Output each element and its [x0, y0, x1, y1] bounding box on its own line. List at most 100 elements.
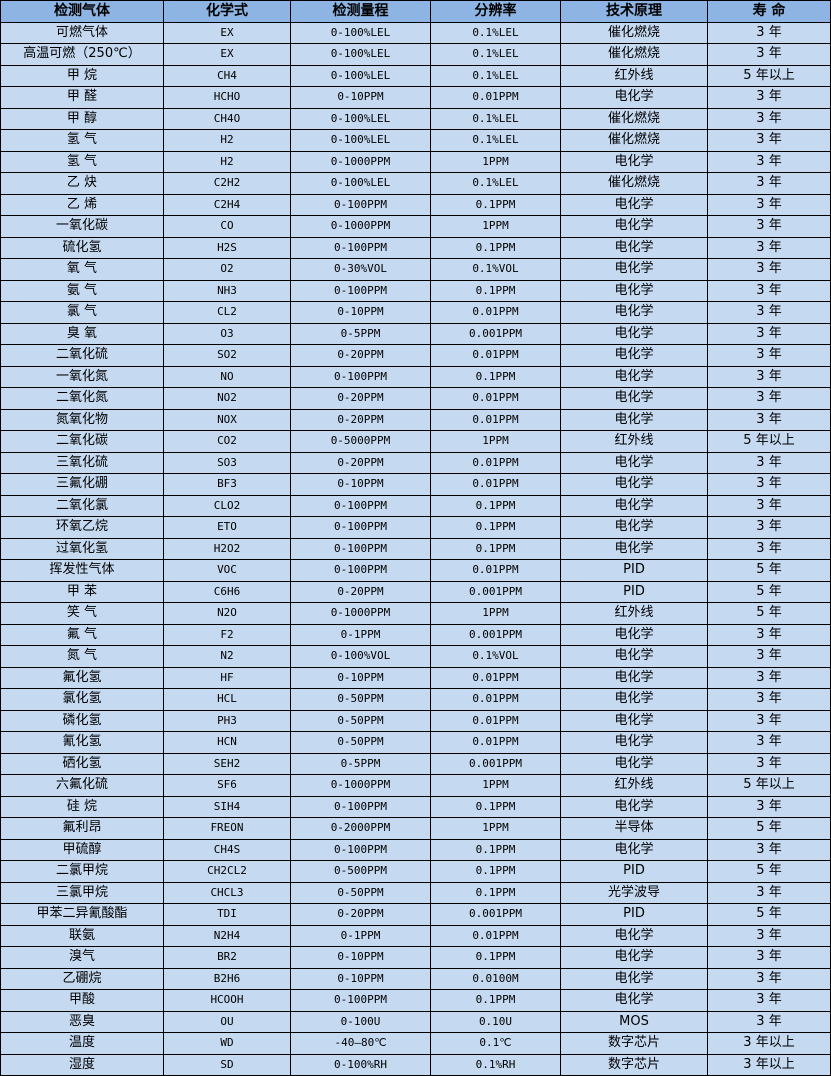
- cell-formula: SD: [163, 1053, 291, 1076]
- table-row: 高温可燃（250℃） EX 0-100%LEL 0.1%LEL 催化燃烧 3 年: [0, 43, 831, 66]
- cell-range: 0-100PPM: [290, 795, 431, 818]
- cell-gas: 甲 烷: [0, 64, 164, 87]
- table-row: 氯 气 CL2 0-10PPM 0.01PPM 电化学 3 年: [0, 301, 831, 324]
- cell-resolution: 0.1PPM: [430, 279, 561, 302]
- cell-principle: 光学波导: [560, 881, 708, 904]
- cell-range: 0-100PPM: [290, 236, 431, 259]
- table-row: 氨 气 NH3 0-100PPM 0.1PPM 电化学 3 年: [0, 279, 831, 302]
- cell-formula: O3: [163, 322, 291, 345]
- cell-gas: 甲硫醇: [0, 838, 164, 861]
- cell-range: 0-1000PPM: [290, 150, 431, 173]
- cell-range: 0-50PPM: [290, 881, 431, 904]
- cell-lifespan: 5 年以上: [707, 430, 831, 453]
- table-row: 笑 气 N2O 0-1000PPM 1PPM 红外线 5 年: [0, 602, 831, 625]
- table-row: 三氧化硫 SO3 0-20PPM 0.01PPM 电化学 3 年: [0, 451, 831, 474]
- cell-resolution: 0.01PPM: [430, 709, 561, 732]
- cell-resolution: 0.01PPM: [430, 387, 561, 410]
- cell-resolution: 0.1PPM: [430, 795, 561, 818]
- cell-gas: 二氧化硫: [0, 344, 164, 367]
- cell-principle: 电化学: [560, 666, 708, 689]
- table-row: 一氧化氮 NO 0-100PPM 0.1PPM 电化学 3 年: [0, 365, 831, 388]
- cell-range: 0-100PPM: [290, 365, 431, 388]
- table-row: 二氧化硫 SO2 0-20PPM 0.01PPM 电化学 3 年: [0, 344, 831, 367]
- cell-formula: H2S: [163, 236, 291, 259]
- cell-formula: CH4O: [163, 107, 291, 130]
- cell-lifespan: 3 年: [707, 451, 831, 474]
- cell-lifespan: 3 年: [707, 86, 831, 109]
- cell-lifespan: 5 年: [707, 817, 831, 840]
- cell-range: 0-2000PPM: [290, 817, 431, 840]
- cell-gas: 氨 气: [0, 279, 164, 302]
- cell-range: 0-10PPM: [290, 473, 431, 496]
- cell-range: 0-50PPM: [290, 688, 431, 711]
- cell-resolution: 0.1%LEL: [430, 64, 561, 87]
- cell-resolution: 0.001PPM: [430, 903, 561, 926]
- cell-resolution: 0.1PPM: [430, 494, 561, 517]
- cell-principle: 电化学: [560, 623, 708, 646]
- cell-range: 0-10PPM: [290, 967, 431, 990]
- cell-gas: 甲 醇: [0, 107, 164, 130]
- cell-lifespan: 5 年: [707, 580, 831, 603]
- cell-range: 0-20PPM: [290, 344, 431, 367]
- table-row: 甲硫醇 CH4S 0-100PPM 0.1PPM 电化学 3 年: [0, 838, 831, 861]
- cell-principle: PID: [560, 580, 708, 603]
- cell-gas: 三氧化硫: [0, 451, 164, 474]
- cell-principle: 电化学: [560, 537, 708, 560]
- cell-formula: H2: [163, 129, 291, 152]
- cell-lifespan: 3 年: [707, 838, 831, 861]
- cell-range: 0-100%LEL: [290, 21, 431, 44]
- cell-lifespan: 3 年: [707, 215, 831, 238]
- cell-range: 0-20PPM: [290, 903, 431, 926]
- cell-gas: 二氧化氮: [0, 387, 164, 410]
- cell-range: 0-1PPM: [290, 623, 431, 646]
- cell-gas: 氟 气: [0, 623, 164, 646]
- cell-gas: 一氧化氮: [0, 365, 164, 388]
- table-row: 可燃气体 EX 0-100%LEL 0.1%LEL 催化燃烧 3 年: [0, 21, 831, 44]
- table-row: 三氟化硼 BF3 0-10PPM 0.01PPM 电化学 3 年: [0, 473, 831, 496]
- table-row: 环氧乙烷 ETO 0-100PPM 0.1PPM 电化学 3 年: [0, 516, 831, 539]
- cell-gas: 氧 气: [0, 258, 164, 281]
- cell-gas: 二氧化碳: [0, 430, 164, 453]
- cell-resolution: 0.01PPM: [430, 451, 561, 474]
- cell-resolution: 1PPM: [430, 150, 561, 173]
- table-row: 过氧化氢 H2O2 0-100PPM 0.1PPM 电化学 3 年: [0, 537, 831, 560]
- cell-lifespan: 3 年: [707, 43, 831, 66]
- cell-principle: 电化学: [560, 215, 708, 238]
- table-row: 恶臭 OU 0-100U 0.10U MOS 3 年: [0, 1010, 831, 1033]
- cell-lifespan: 5 年以上: [707, 64, 831, 87]
- cell-resolution: 0.1%RH: [430, 1053, 561, 1076]
- table-row: 一氧化碳 CO 0-1000PPM 1PPM 电化学 3 年: [0, 215, 831, 238]
- cell-range: 0-5PPM: [290, 322, 431, 345]
- cell-principle: 电化学: [560, 688, 708, 711]
- cell-resolution: 0.1PPM: [430, 236, 561, 259]
- cell-range: 0-5000PPM: [290, 430, 431, 453]
- cell-gas: 高温可燃（250℃）: [0, 43, 164, 66]
- cell-formula: SIH4: [163, 795, 291, 818]
- cell-lifespan: 3 年: [707, 795, 831, 818]
- cell-gas: 臭 氧: [0, 322, 164, 345]
- cell-formula: CHCL3: [163, 881, 291, 904]
- cell-formula: N2H4: [163, 924, 291, 947]
- cell-lifespan: 3 年: [707, 365, 831, 388]
- table-row: 挥发性气体 VOC 0-100PPM 0.01PPM PID 5 年: [0, 559, 831, 582]
- cell-formula: HCOOH: [163, 989, 291, 1012]
- table-row: 氯化氢 HCL 0-50PPM 0.01PPM 电化学 3 年: [0, 688, 831, 711]
- cell-gas: 联氨: [0, 924, 164, 947]
- cell-principle: PID: [560, 860, 708, 883]
- cell-range: 0-20PPM: [290, 387, 431, 410]
- cell-principle: 红外线: [560, 430, 708, 453]
- cell-resolution: 1PPM: [430, 430, 561, 453]
- cell-gas: 二氧化氯: [0, 494, 164, 517]
- cell-gas: 氟利昂: [0, 817, 164, 840]
- cell-gas: 氢 气: [0, 150, 164, 173]
- table-row: 甲 烷 CH4 0-100%LEL 0.1%LEL 红外线 5 年以上: [0, 64, 831, 87]
- cell-formula: PH3: [163, 709, 291, 732]
- cell-lifespan: 3 年: [707, 946, 831, 969]
- cell-principle: 数字芯片: [560, 1032, 708, 1055]
- cell-formula: HCHO: [163, 86, 291, 109]
- cell-formula: CO2: [163, 430, 291, 453]
- cell-resolution: 0.1%LEL: [430, 129, 561, 152]
- table-row: 氰化氢 HCN 0-50PPM 0.01PPM 电化学 3 年: [0, 731, 831, 754]
- cell-range: 0-100PPM: [290, 838, 431, 861]
- cell-resolution: 0.1PPM: [430, 537, 561, 560]
